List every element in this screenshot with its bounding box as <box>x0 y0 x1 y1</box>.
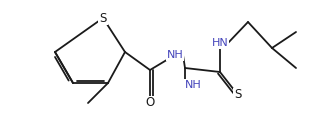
Text: S: S <box>99 11 107 25</box>
Text: O: O <box>145 96 155 110</box>
Text: HN: HN <box>212 38 228 48</box>
Text: NH: NH <box>185 80 202 90</box>
Text: S: S <box>234 88 242 102</box>
Text: NH: NH <box>167 50 183 60</box>
